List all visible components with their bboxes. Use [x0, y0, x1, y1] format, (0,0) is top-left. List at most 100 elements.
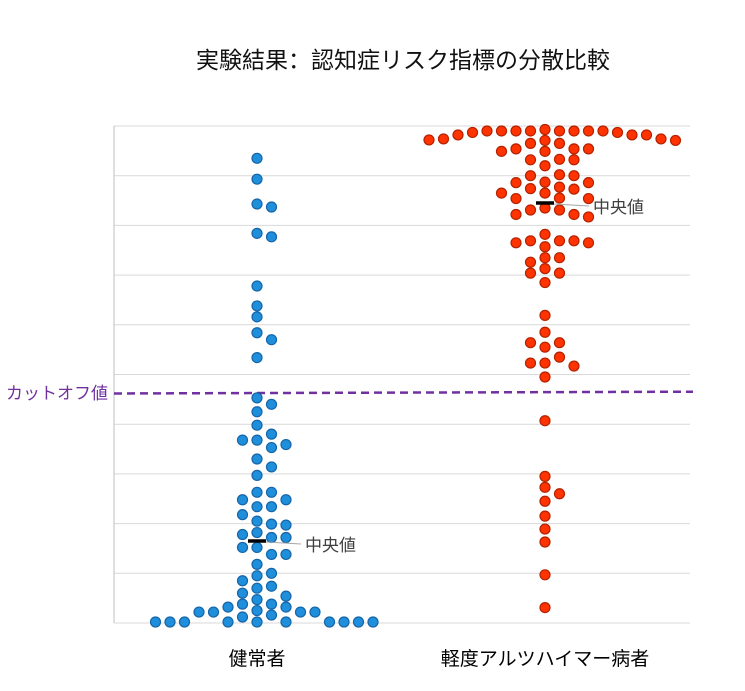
data-point — [510, 177, 522, 189]
data-point — [495, 125, 508, 137]
data-point — [265, 441, 278, 454]
data-point — [280, 548, 292, 561]
data-point — [265, 201, 278, 213]
data-point — [510, 143, 522, 155]
data-point — [582, 177, 595, 189]
data-point — [539, 228, 551, 240]
data-point — [539, 134, 551, 147]
data-point — [251, 558, 263, 570]
data-point — [669, 134, 682, 147]
data-point — [236, 575, 249, 587]
data-point — [280, 494, 292, 506]
data-point — [524, 267, 537, 279]
data-point — [553, 169, 566, 181]
data-point — [539, 241, 551, 253]
data-point — [251, 152, 263, 164]
data-point — [553, 153, 566, 165]
data-point — [251, 406, 263, 418]
data-point — [539, 309, 551, 321]
data-point — [539, 341, 551, 353]
data-point — [539, 495, 551, 507]
data-point — [553, 192, 566, 204]
median-leader-line — [553, 203, 590, 207]
data-point — [553, 235, 566, 247]
data-point — [582, 211, 595, 223]
data-point — [524, 337, 537, 349]
data-point — [251, 280, 263, 292]
data-point — [568, 360, 580, 372]
data-point — [251, 570, 263, 582]
data-point — [553, 125, 566, 137]
data-point — [539, 145, 551, 157]
data-point — [568, 208, 580, 221]
data-point — [568, 154, 580, 166]
data-point — [582, 125, 595, 137]
data-point — [280, 590, 292, 602]
data-point — [524, 357, 537, 369]
data-point — [524, 137, 537, 149]
data-point — [236, 598, 249, 610]
data-point — [222, 616, 234, 628]
data-point — [251, 526, 263, 539]
data-point — [207, 606, 220, 618]
data-point — [265, 548, 278, 561]
data-point — [524, 204, 537, 216]
data-point — [251, 392, 263, 404]
data-point — [524, 183, 537, 195]
data-point — [265, 598, 278, 610]
data-point — [553, 351, 566, 363]
data-point — [251, 515, 263, 527]
data-point — [539, 510, 551, 522]
data-point — [149, 616, 162, 628]
cutoff-line — [113, 390, 694, 395]
data-point — [539, 481, 551, 493]
data-point — [251, 616, 263, 628]
data-point — [553, 488, 566, 500]
data-point — [539, 160, 551, 172]
data-point — [251, 311, 263, 323]
data-point — [265, 580, 278, 592]
data-point — [251, 501, 263, 513]
data-point — [236, 541, 249, 554]
data-point — [236, 611, 249, 623]
data-point — [251, 327, 263, 339]
data-point — [539, 536, 551, 548]
data-point — [568, 143, 580, 155]
data-point — [539, 263, 551, 275]
data-point — [481, 125, 493, 137]
data-point — [280, 438, 292, 451]
data-point — [294, 606, 307, 618]
data-point — [452, 129, 464, 141]
data-point — [251, 594, 263, 606]
data-point — [265, 398, 278, 410]
data-point — [251, 419, 263, 431]
data-point — [510, 125, 522, 137]
data-point — [265, 609, 278, 621]
data-point — [251, 300, 263, 312]
data-point — [568, 170, 580, 182]
data-point — [539, 187, 551, 199]
data-point — [495, 145, 508, 157]
data-point — [553, 204, 566, 216]
data-point — [539, 276, 551, 289]
data-point — [265, 518, 278, 530]
data-point — [539, 371, 551, 383]
data-point — [539, 601, 551, 614]
data-point — [539, 415, 551, 427]
data-point — [251, 604, 263, 617]
data-point — [280, 616, 292, 628]
data-point — [466, 126, 479, 139]
data-point — [280, 531, 292, 544]
data-point — [495, 187, 508, 199]
data-point — [655, 133, 667, 145]
data-point — [539, 357, 551, 369]
data-point — [640, 129, 653, 141]
data-point — [524, 170, 537, 182]
data-point — [553, 252, 566, 264]
data-point — [265, 461, 278, 473]
data-point — [251, 434, 263, 446]
category-label: 健常者 — [228, 648, 285, 670]
x-axis-labels: 健常者 軽度アルツハイマー病者 — [228, 648, 649, 670]
